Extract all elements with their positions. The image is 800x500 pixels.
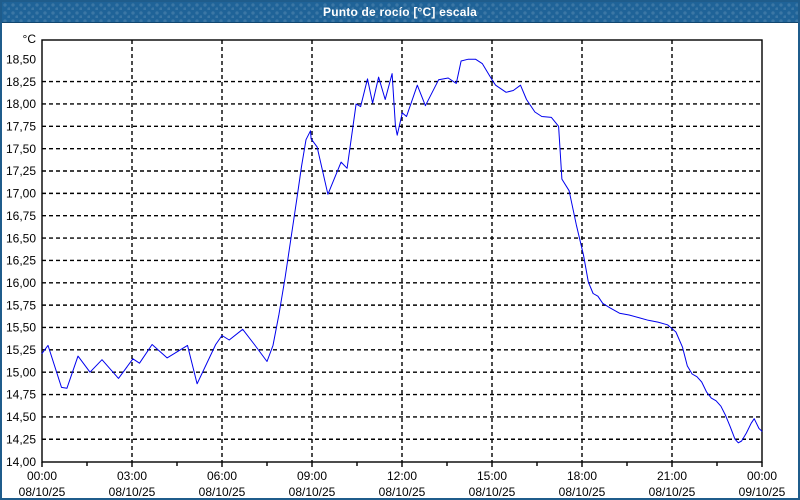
svg-text:16,50: 16,50 <box>6 231 36 245</box>
svg-text:16,00: 16,00 <box>6 276 36 290</box>
svg-text:08/10/25: 08/10/25 <box>469 485 516 499</box>
svg-text:09:00: 09:00 <box>297 469 327 483</box>
svg-text:06:00: 06:00 <box>207 469 237 483</box>
svg-text:21:00: 21:00 <box>657 469 687 483</box>
svg-text:08/10/25: 08/10/25 <box>199 485 246 499</box>
svg-text:17,50: 17,50 <box>6 142 36 156</box>
svg-text:17,75: 17,75 <box>6 120 36 134</box>
svg-text:18,25: 18,25 <box>6 75 36 89</box>
svg-text:17,25: 17,25 <box>6 164 36 178</box>
svg-text:08/10/25: 08/10/25 <box>559 485 606 499</box>
svg-text:00:00: 00:00 <box>747 469 777 483</box>
svg-text:15,50: 15,50 <box>6 321 36 335</box>
svg-text:18,50: 18,50 <box>6 53 36 67</box>
svg-text:°C: °C <box>23 32 37 46</box>
svg-text:14,25: 14,25 <box>6 432 36 446</box>
svg-text:08/10/25: 08/10/25 <box>649 485 696 499</box>
svg-text:16,25: 16,25 <box>6 254 36 268</box>
svg-text:15,00: 15,00 <box>6 365 36 379</box>
svg-text:08/10/25: 08/10/25 <box>379 485 426 499</box>
svg-text:18:00: 18:00 <box>567 469 597 483</box>
svg-text:14,00: 14,00 <box>6 455 36 469</box>
svg-text:15:00: 15:00 <box>477 469 507 483</box>
svg-text:08/10/25: 08/10/25 <box>19 485 66 499</box>
svg-text:08/10/25: 08/10/25 <box>289 485 336 499</box>
svg-text:14,50: 14,50 <box>6 410 36 424</box>
svg-text:00:00: 00:00 <box>27 469 57 483</box>
svg-text:09/10/25: 09/10/25 <box>739 485 786 499</box>
svg-text:16,75: 16,75 <box>6 209 36 223</box>
svg-text:14,75: 14,75 <box>6 388 36 402</box>
svg-text:15,75: 15,75 <box>6 298 36 312</box>
svg-text:18,00: 18,00 <box>6 97 36 111</box>
svg-text:15,25: 15,25 <box>6 343 36 357</box>
svg-text:12:00: 12:00 <box>387 469 417 483</box>
svg-text:17,00: 17,00 <box>6 187 36 201</box>
svg-text:08/10/25: 08/10/25 <box>109 485 156 499</box>
svg-text:03:00: 03:00 <box>117 469 147 483</box>
